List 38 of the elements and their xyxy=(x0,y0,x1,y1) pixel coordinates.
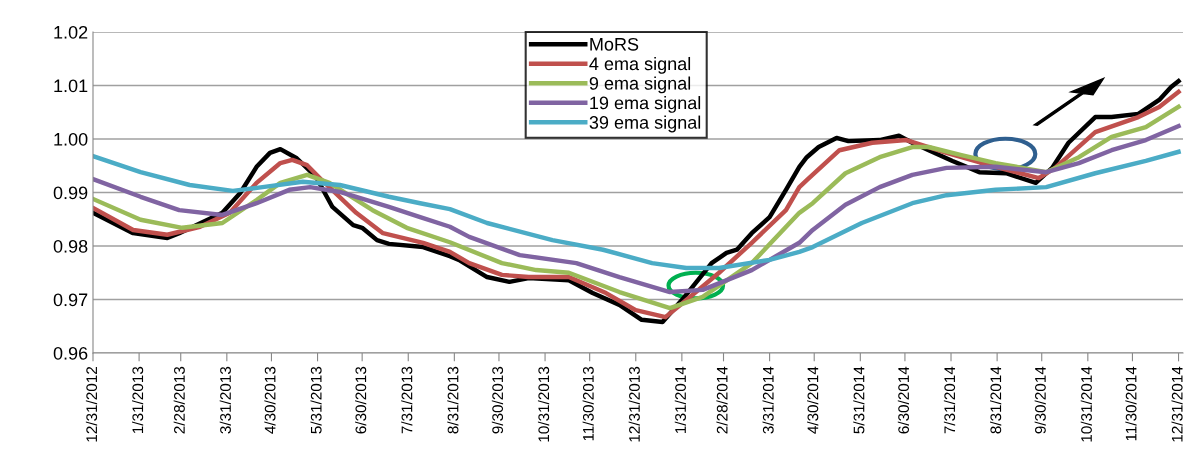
x-tick-label: 4/30/2013 xyxy=(264,366,276,434)
x-tick-label: 3/31/2013 xyxy=(219,366,231,434)
y-tick-label: 0.98 xyxy=(53,239,88,253)
x-tick-label: 12/31/2014 xyxy=(1171,366,1183,442)
x-tick-label: 12/31/2012 xyxy=(85,366,98,442)
legend-label: 19 ema signal xyxy=(590,96,701,113)
x-tick-label: 8/31/2014 xyxy=(990,366,1002,434)
x-tick-label: 1/31/2013 xyxy=(131,366,144,433)
x-tick-label: 5/31/2014 xyxy=(853,366,865,434)
x-tick-label: 12/31/2013 xyxy=(628,366,640,442)
x-tick-label: 6/30/2014 xyxy=(897,366,910,434)
x-tick-label: 10/31/2013 xyxy=(537,366,550,442)
y-tick-label: 1.02 xyxy=(54,25,88,39)
x-tick-label: 6/30/2013 xyxy=(355,366,367,434)
legend-label: MoRS xyxy=(590,37,639,51)
legend-label: 39 ema signal xyxy=(589,115,701,133)
x-tick-label: 9/30/2013 xyxy=(491,366,504,434)
x-tick-label: 8/31/2013 xyxy=(447,366,459,434)
x-tick-label: 2/28/2014 xyxy=(716,366,728,434)
x-tick-label: 4/30/2014 xyxy=(807,366,819,434)
legend-label: 4 ema signal xyxy=(589,56,691,74)
x-tick-label: 2/28/2013 xyxy=(173,366,185,434)
x-tick-label: 11/30/2013 xyxy=(582,366,594,441)
x-tick-label: 3/31/2014 xyxy=(762,366,774,434)
y-tick-label: 1.00 xyxy=(54,132,88,146)
x-tick-label: 7/31/2013 xyxy=(401,366,413,434)
line-series xyxy=(93,149,1181,271)
y-tick-label: 0.97 xyxy=(53,293,88,307)
x-tick-label: 11/30/2014 xyxy=(1125,366,1137,441)
x-tick-label: 5/31/2013 xyxy=(310,366,322,434)
y-tick-label: 0.99 xyxy=(53,186,88,200)
x-tick-label: 10/31/2014 xyxy=(1080,366,1092,442)
legend-label: 9 ema signal xyxy=(589,76,691,94)
y-tick-label: 1.01 xyxy=(54,79,88,93)
y-tick-label: 0.96 xyxy=(53,346,88,360)
x-tick-label: 1/31/2014 xyxy=(674,366,686,433)
x-tick-label: 9/30/2014 xyxy=(1034,366,1046,434)
x-tick-label: 7/31/2014 xyxy=(943,366,956,434)
